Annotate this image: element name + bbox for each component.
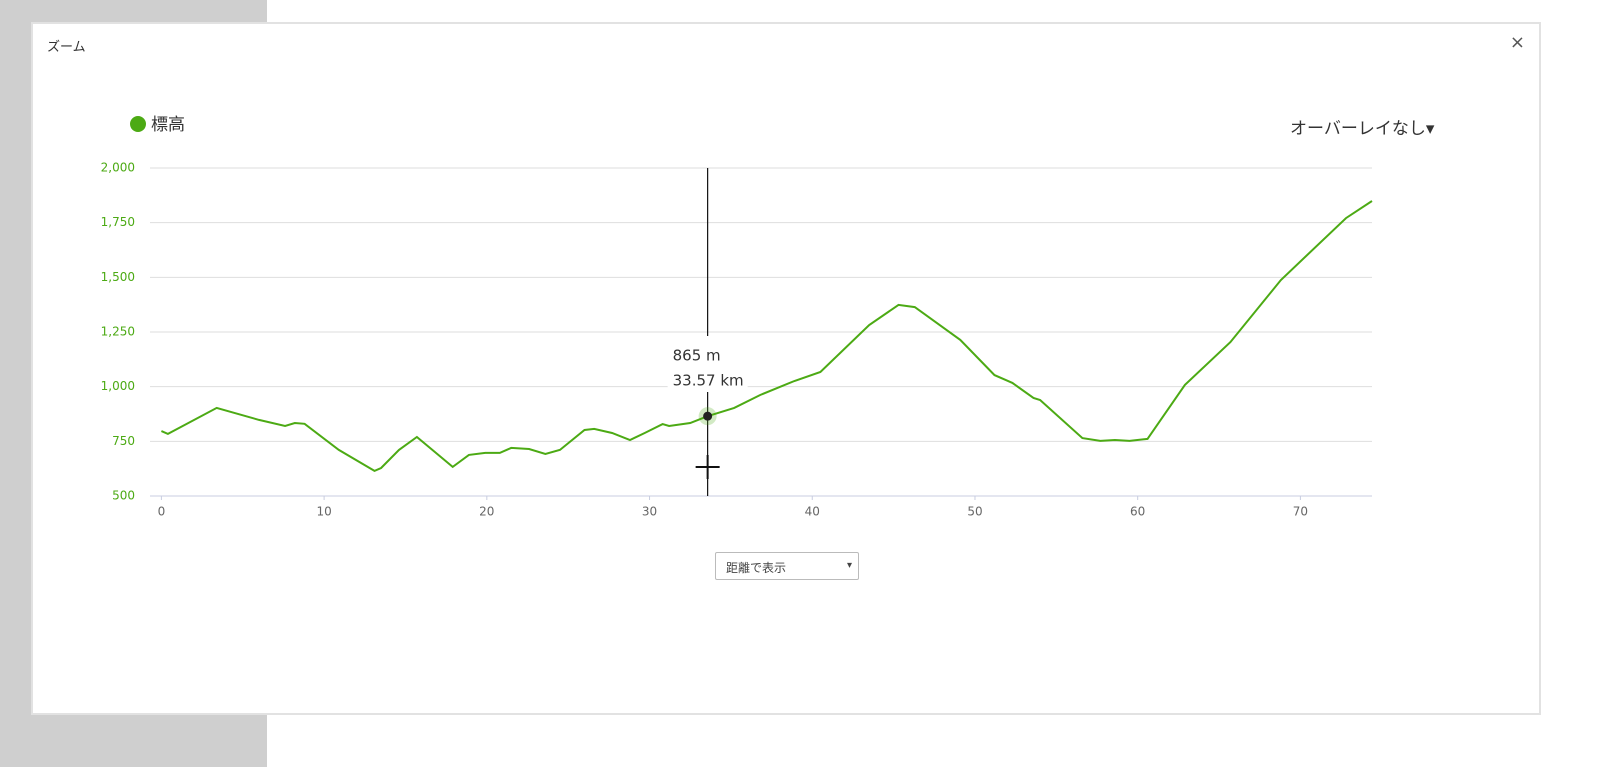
mode-select-label: 距離で表示 bbox=[726, 561, 787, 575]
overlay-dropdown[interactable]: オーバーレイなし▾ bbox=[1290, 119, 1435, 139]
mode-select[interactable]: 距離で表示 ▾ bbox=[715, 552, 859, 580]
modal-title: ズーム bbox=[47, 40, 86, 55]
close-button[interactable]: × bbox=[1509, 32, 1525, 53]
modal: ズーム × オーバーレイなし▾ 距離で表示 ▾ bbox=[31, 22, 1541, 715]
